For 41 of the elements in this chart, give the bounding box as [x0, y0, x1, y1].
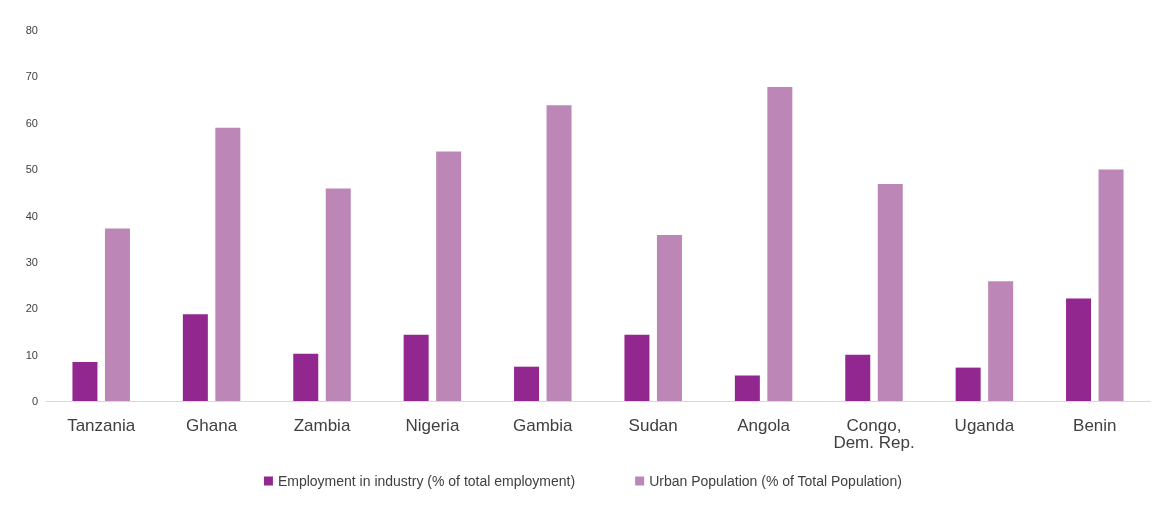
x-tick-label: Angola [737, 416, 791, 435]
y-tick-label: 30 [25, 255, 38, 268]
x-tick-label: Congo, Dem. Rep. [833, 416, 915, 452]
y-tick-label: 0 [31, 395, 38, 407]
x-tick-label: Benin [1073, 416, 1117, 435]
x-tick-label: Ghana [186, 416, 238, 435]
bar [104, 228, 130, 401]
bar [215, 127, 241, 401]
bar [436, 151, 462, 401]
x-tick-label: Nigeria [405, 416, 460, 435]
bar [955, 367, 981, 401]
bar [182, 314, 208, 401]
bar [988, 281, 1014, 401]
bar [767, 87, 793, 401]
y-tick-label: 40 [25, 209, 38, 222]
bar [325, 188, 351, 401]
bar [656, 234, 682, 401]
y-tick-label: 80 [25, 24, 38, 36]
bar [1098, 169, 1124, 401]
x-tick-label: Gambia [513, 416, 574, 435]
bar [1066, 298, 1092, 401]
y-tick-label: 10 [25, 348, 38, 361]
y-tick-label: 20 [25, 302, 38, 315]
y-tick-label: 70 [25, 70, 38, 83]
x-tick-label: Sudan [628, 416, 678, 435]
bar [546, 105, 572, 401]
bar [845, 354, 871, 401]
x-tick-label: Zambia [293, 416, 351, 435]
bar [403, 334, 429, 401]
y-tick-label: 50 [25, 163, 38, 176]
bar [514, 366, 540, 401]
bar [624, 334, 650, 401]
legend-label: Urban Population (% of Total Population) [649, 473, 902, 489]
bar [72, 362, 98, 401]
x-tick-label: Uganda [954, 416, 1015, 435]
bar [734, 375, 760, 401]
y-tick-label: 60 [25, 116, 38, 129]
legend-label: Employment in industry (% of total employment) [277, 473, 576, 489]
bar [877, 183, 903, 401]
x-tick-label: Tanzania [67, 416, 136, 435]
bar [293, 353, 319, 401]
